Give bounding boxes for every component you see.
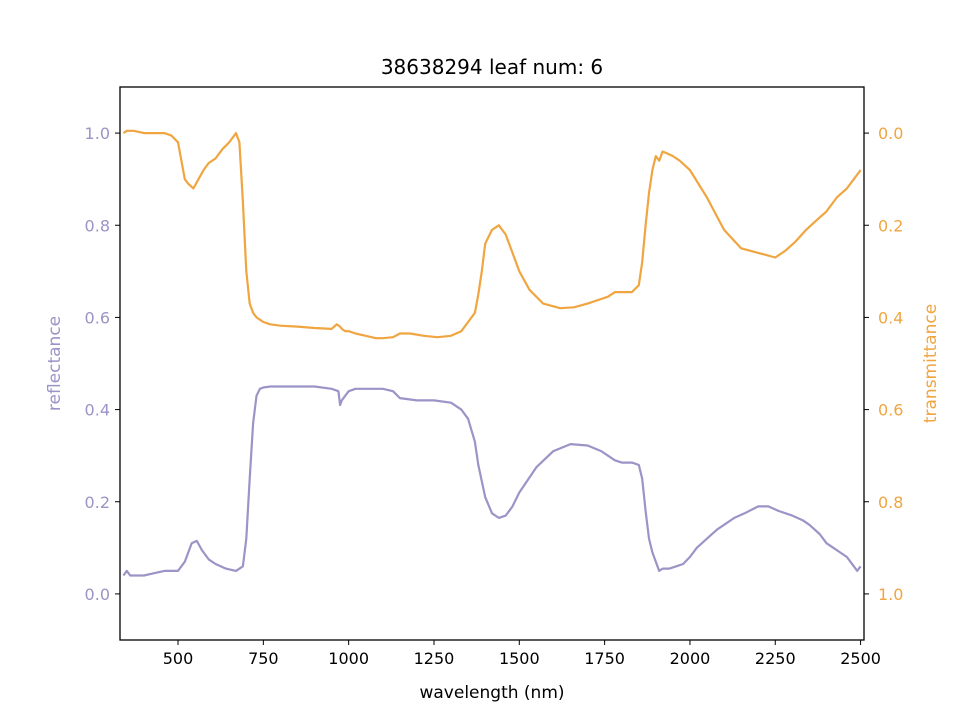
- y-left-tick-label: 0.2: [85, 493, 110, 512]
- x-tick-label: 2000: [670, 649, 711, 668]
- x-tick-label: 1250: [414, 649, 455, 668]
- chart-title: 38638294 leaf num: 6: [381, 55, 603, 79]
- plot-area-frame: [119, 86, 865, 641]
- y-left-tick-label: 0.6: [85, 308, 110, 327]
- y-right-tick-label: 0.8: [878, 493, 903, 512]
- y-right-tick-label: 0.4: [878, 308, 903, 327]
- x-tick-label: 500: [163, 649, 194, 668]
- y-left-tick-label: 0.8: [85, 216, 110, 235]
- y-axis-left-label: reflectance: [45, 316, 65, 411]
- y-left-tick-label: 1.0: [85, 124, 110, 143]
- x-tick-label: 1750: [584, 649, 625, 668]
- x-tick-label: 1500: [499, 649, 540, 668]
- y-axis-left: 0.0 0.2 0.4 0.6 0.8 1.0: [85, 124, 120, 604]
- transmittance-line: [122, 129, 862, 340]
- y-right-tick-label: 0.2: [878, 216, 903, 235]
- series-layer: [122, 129, 862, 577]
- x-axis-label: wavelength (nm): [419, 683, 564, 703]
- x-tick-label: 1000: [328, 649, 369, 668]
- y-axis-right: 0.0 0.2 0.4 0.6 0.8 1.0: [864, 124, 903, 604]
- x-tick-label: 2500: [840, 649, 881, 668]
- y-right-tick-label: 1.0: [878, 585, 903, 604]
- reflectance-line: [122, 385, 862, 577]
- y-right-tick-label: 0.6: [878, 401, 903, 420]
- y-left-tick-label: 0.4: [85, 401, 110, 420]
- x-axis: 500 750 1000 1250 1500 1750 2000 2250 2500: [163, 640, 881, 668]
- x-tick-label: 2250: [755, 649, 796, 668]
- y-axis-right-label: transmittance: [921, 304, 941, 423]
- y-right-tick-label: 0.0: [878, 124, 903, 143]
- x-tick-label: 750: [248, 649, 279, 668]
- y-left-tick-label: 0.0: [85, 585, 110, 604]
